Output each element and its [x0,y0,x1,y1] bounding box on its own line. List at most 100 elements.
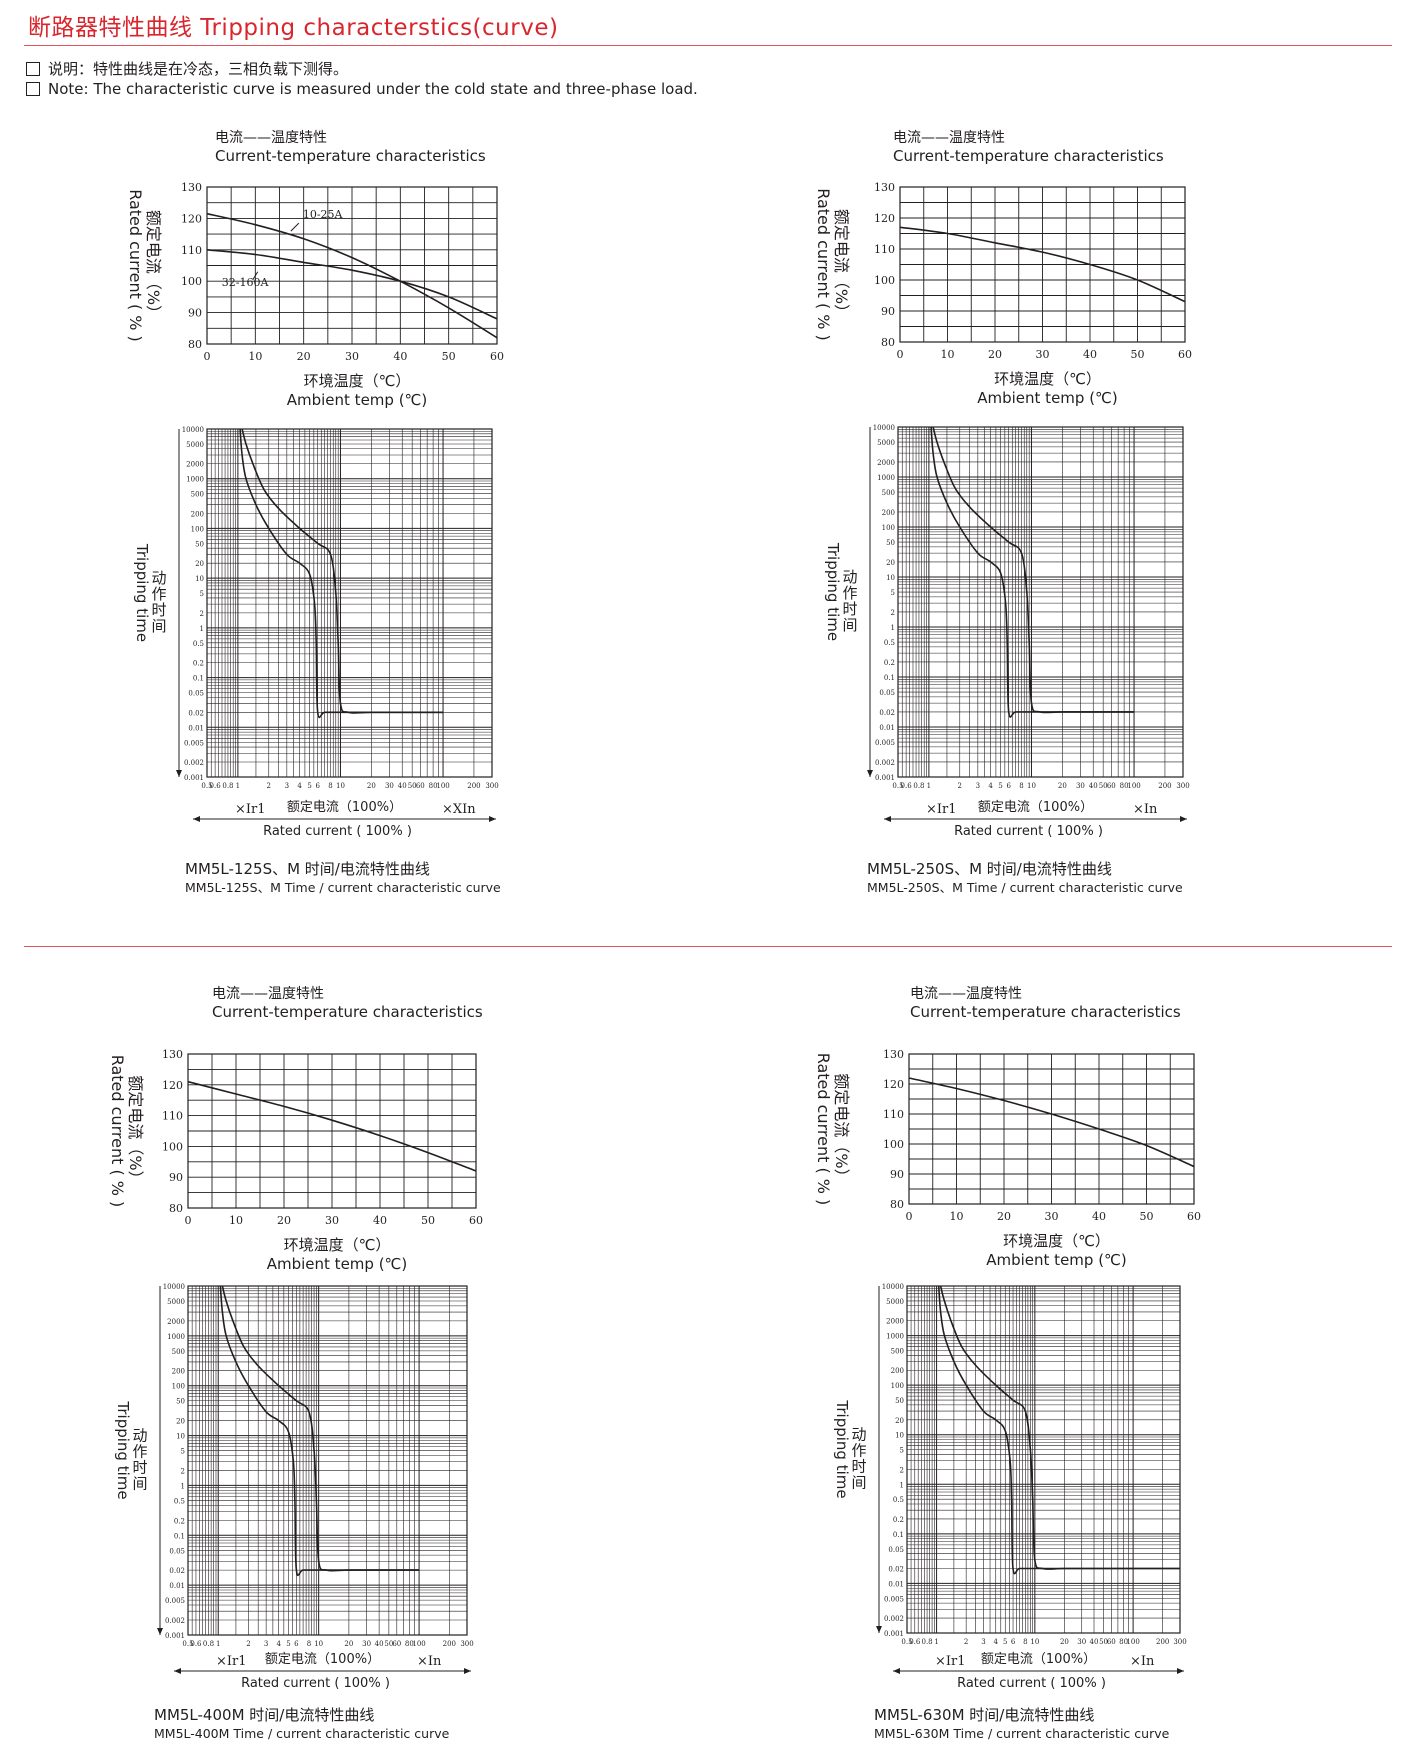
time-y-label-char: 间 [851,1474,866,1492]
x-tick-label: 40 [373,1214,387,1227]
x-tick-label: 4 [276,1640,281,1648]
y-tick-label: 10 [195,575,204,583]
time-y-label-char: 动 [132,1427,147,1445]
y-tick-label: 120 [874,212,895,225]
y-tick-label: 2 [900,1466,904,1474]
x-tick-label: 200 [1156,1638,1169,1646]
time-y-label-char: 间 [842,616,857,634]
y-tick-label: 500 [882,489,895,497]
y-tick-label: 110 [883,1108,904,1121]
y-tick-label: 20 [195,560,204,568]
x-unit-right: ×In [1133,802,1158,817]
time-y-label-char: 间 [132,1475,147,1493]
y-tick-label: 100 [191,525,204,533]
x-tick-label: 6 [315,782,320,790]
temp-series-line-1 [908,1077,1195,1168]
y-tick-label: 0.002 [165,1617,185,1625]
y-tick-label: 5000 [186,441,204,449]
y-tick-label: 80 [169,1202,183,1215]
temp-x-label-en: Ambient temp (℃) [267,1255,408,1273]
time-y-label-char: 时 [851,1458,866,1476]
x-tick-label: 100 [1127,782,1140,790]
y-tick-label: 0.002 [184,759,204,767]
x-tick-label: 0.8 [913,782,924,790]
time-x-label-cn: 额定电流（100%） [287,800,402,815]
temp-series-line-1 [187,1080,477,1172]
x-unit-left: ×Ir1 [216,1654,247,1669]
y-tick-label: 0.02 [188,709,204,717]
y-tick-label: 1000 [877,474,895,482]
arrow-head-icon [489,816,496,822]
time-y-label-en: Tripping time [824,542,842,641]
arrow-head-icon [884,816,891,822]
checkbox-icon [26,61,40,76]
y-tick-label: 100 [882,524,895,532]
time-chart: 100005000200010005002001005020105210.50.… [833,1283,1187,1691]
x-tick-label: 60 [1107,782,1116,790]
time-y-label-en-wrap: Tripping time [824,542,842,641]
y-tick-label: 0.001 [875,774,895,782]
y-tick-label: 120 [181,212,202,225]
time-x-label-cn: 额定电流（100%） [265,1652,380,1667]
x-tick-label: 20 [297,350,311,363]
temp-series-line-1 [899,226,1186,303]
y-tick-label: 50 [895,1397,904,1405]
y-tick-label: 2 [181,1467,185,1475]
temp-chart-title-cn: 电流——温度特性 [910,986,1022,1002]
y-tick-label: 0.005 [884,1595,904,1603]
y-tick-label: 120 [162,1079,183,1092]
x-tick-label: 0.6 [210,782,222,790]
trip-curve-1 [239,428,444,719]
time-x-label-cn: 额定电流（100%） [981,1652,1096,1667]
y-tick-label: 10000 [873,424,895,432]
y-tick-label: 0.005 [875,739,895,747]
x-tick-label: 20 [277,1214,291,1227]
y-tick-label: 10000 [163,1283,185,1291]
y-tick-label: 100 [883,1138,904,1151]
x-tick-label: 80 [405,1640,414,1648]
x-unit-left: ×Ir1 [235,802,266,817]
x-tick-label: 200 [443,1640,456,1648]
y-tick-label: 100 [181,275,202,288]
x-tick-label: 20 [1060,1638,1069,1646]
x-tick-label: 0.5 [182,1640,193,1648]
x-tick-label: 200 [1158,782,1171,790]
y-tick-label: 5000 [167,1298,185,1306]
temp-chart-title-en: Current-temperature characteristics [893,147,1164,165]
series-label: 32-160A [222,276,270,289]
x-tick-label: 0.6 [901,782,913,790]
arrow-head-icon [464,1668,471,1674]
y-tick-label: 80 [188,338,202,351]
x-tick-label: 2 [267,782,271,790]
y-tick-label: 5 [900,1447,904,1455]
x-tick-label: 5 [1003,1638,1007,1646]
y-tick-label: 500 [172,1348,185,1356]
x-tick-label: 8 [1023,1638,1027,1646]
x-tick-label: 0 [204,350,211,363]
y-tick-label: 80 [881,336,895,349]
y-tick-label: 0.02 [879,709,895,717]
x-tick-label: 80 [429,782,438,790]
x-tick-label: 20 [988,348,1002,361]
plot-frame [187,1053,477,1209]
y-tick-label: 1 [200,625,204,633]
y-tick-label: 130 [181,181,202,194]
y-tick-label: 10 [176,1433,185,1441]
series-label: 10-25A [303,208,344,221]
temp-chart-title-en: Current-temperature characteristics [212,1003,483,1021]
y-tick-label: 0.005 [184,739,204,747]
x-tick-label: 60 [469,1214,483,1227]
x-tick-label: 5 [286,1640,290,1648]
time-y-label-char: 动 [151,569,166,587]
caption-en: MM5L-400M Time / current characteristic … [154,1726,450,1741]
y-tick-label: 0.002 [884,1615,904,1623]
arrow-head-icon [893,1668,900,1674]
arrow-head-icon [193,816,200,822]
caption-cn: MM5L-400M 时间/电流特性曲线 [154,1706,374,1724]
x-tick-label: 8 [1019,782,1023,790]
caption-en: MM5L-125S、M Time / current characteristi… [185,880,501,895]
x-tick-label: 40 [1089,782,1098,790]
x-tick-label: 10 [941,348,955,361]
